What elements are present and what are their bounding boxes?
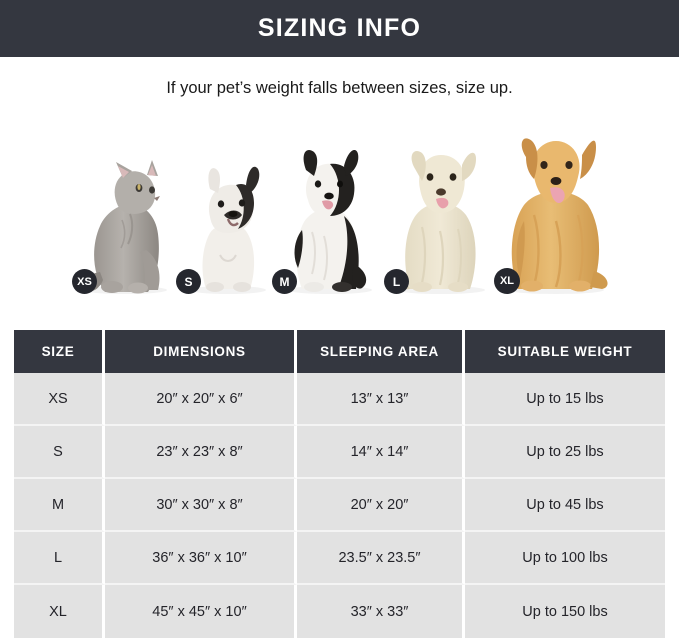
cell-size: XL	[14, 585, 105, 638]
cell-sleeping-area: 23.5″ x 23.5″	[297, 532, 465, 585]
cell-dimensions: 20″ x 20″ x 6″	[105, 373, 297, 426]
pet-l: L	[384, 139, 499, 294]
badge-m: M	[272, 269, 297, 294]
column-header-dimensions: DIMENSIONS	[105, 330, 297, 373]
cell-dimensions: 45″ x 45″ x 10″	[105, 585, 297, 638]
table-row: L 36″ x 36″ x 10″ 23.5″ x 23.5″ Up to 10…	[14, 532, 665, 585]
badge-l-label: L	[392, 274, 401, 289]
column-header-sleeping-area: SLEEPING AREA	[297, 330, 465, 373]
cell-dimensions: 23″ x 23″ x 8″	[105, 426, 297, 479]
table-row: M 30″ x 30″ x 8″ 20″ x 20″ Up to 45 lbs	[14, 479, 665, 532]
pet-s: S	[176, 159, 281, 294]
pet-xl: XL	[494, 131, 619, 294]
cell-size: XS	[14, 373, 105, 426]
cell-suitable-weight: Up to 15 lbs	[465, 373, 665, 426]
cell-suitable-weight: Up to 150 lbs	[465, 585, 665, 638]
badge-xl: XL	[494, 268, 520, 294]
column-header-size: SIZE	[14, 330, 105, 373]
subtitle-container: If your pet’s weight falls between sizes…	[0, 57, 679, 119]
border-collie-icon	[288, 150, 372, 294]
badge-l: L	[384, 269, 409, 294]
badge-xl-label: XL	[499, 275, 515, 287]
cell-size: L	[14, 532, 105, 585]
cell-sleeping-area: 14″ x 14″	[297, 426, 465, 479]
pet-m: M	[272, 144, 387, 294]
cell-dimensions: 36″ x 36″ x 10″	[105, 532, 297, 585]
badge-xs-label: XS	[77, 275, 92, 288]
cell-sleeping-area: 13″ x 13″	[297, 373, 465, 426]
cell-size: M	[14, 479, 105, 532]
pet-xs: XS	[72, 154, 182, 294]
yellow-labrador-icon	[390, 150, 485, 294]
badge-s: S	[176, 269, 201, 294]
cell-dimensions: 30″ x 30″ x 8″	[105, 479, 297, 532]
page-header: SIZING INFO	[0, 0, 679, 57]
table-header-row: SIZE DIMENSIONS SLEEPING AREA SUITABLE W…	[14, 330, 665, 373]
badge-xs: XS	[72, 269, 97, 294]
table-row: XS 20″ x 20″ x 6″ 13″ x 13″ Up to 15 lbs	[14, 373, 665, 426]
sizing-table: SIZE DIMENSIONS SLEEPING AREA SUITABLE W…	[14, 330, 665, 638]
cell-suitable-weight: Up to 45 lbs	[465, 479, 665, 532]
column-header-suitable-weight: SUITABLE WEIGHT	[465, 330, 665, 373]
page-title: SIZING INFO	[257, 14, 422, 42]
cell-sleeping-area: 33″ x 33″	[297, 585, 465, 638]
cell-sleeping-area: 20″ x 20″	[297, 479, 465, 532]
cell-suitable-weight: Up to 100 lbs	[465, 532, 665, 585]
sizing-note: If your pet’s weight falls between sizes…	[166, 78, 513, 97]
badge-s-label: S	[184, 274, 193, 289]
pet-size-lineup: XS S	[0, 119, 679, 294]
table-row: S 23″ x 23″ x 8″ 14″ x 14″ Up to 25 lbs	[14, 426, 665, 479]
badge-m-label: M	[279, 274, 290, 289]
table-row: XL 45″ x 45″ x 10″ 33″ x 33″ Up to 150 l…	[14, 585, 665, 638]
golden-retriever-icon	[508, 138, 608, 294]
french-bulldog-icon	[190, 166, 266, 294]
cell-suitable-weight: Up to 25 lbs	[465, 426, 665, 479]
cell-size: S	[14, 426, 105, 479]
